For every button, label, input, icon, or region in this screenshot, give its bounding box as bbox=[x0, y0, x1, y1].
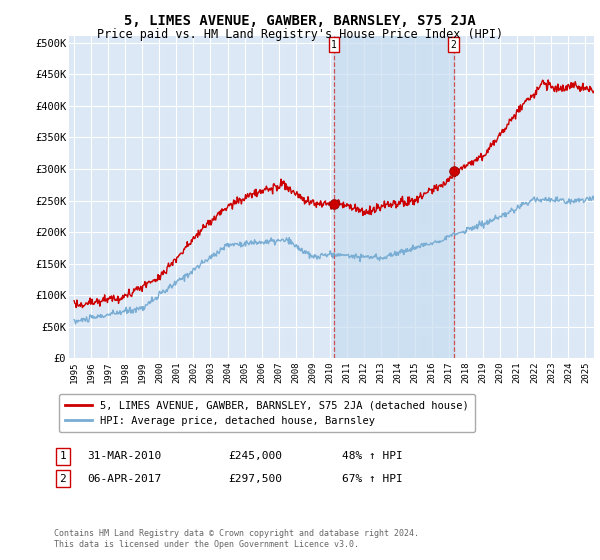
Text: 06-APR-2017: 06-APR-2017 bbox=[87, 474, 161, 484]
Text: Contains HM Land Registry data © Crown copyright and database right 2024.
This d: Contains HM Land Registry data © Crown c… bbox=[54, 529, 419, 549]
Bar bbox=[334, 36, 454, 358]
Text: 2: 2 bbox=[59, 474, 67, 484]
Text: 2: 2 bbox=[451, 40, 457, 50]
Text: £245,000: £245,000 bbox=[228, 451, 282, 461]
Text: 1: 1 bbox=[59, 451, 67, 461]
Text: 67% ↑ HPI: 67% ↑ HPI bbox=[342, 474, 403, 484]
Text: 48% ↑ HPI: 48% ↑ HPI bbox=[342, 451, 403, 461]
Text: £297,500: £297,500 bbox=[228, 474, 282, 484]
Legend: 5, LIMES AVENUE, GAWBER, BARNSLEY, S75 2JA (detached house), HPI: Average price,: 5, LIMES AVENUE, GAWBER, BARNSLEY, S75 2… bbox=[59, 394, 475, 432]
Text: 31-MAR-2010: 31-MAR-2010 bbox=[87, 451, 161, 461]
Text: Price paid vs. HM Land Registry's House Price Index (HPI): Price paid vs. HM Land Registry's House … bbox=[97, 28, 503, 41]
Text: 5, LIMES AVENUE, GAWBER, BARNSLEY, S75 2JA: 5, LIMES AVENUE, GAWBER, BARNSLEY, S75 2… bbox=[124, 14, 476, 28]
Text: 1: 1 bbox=[331, 40, 337, 50]
